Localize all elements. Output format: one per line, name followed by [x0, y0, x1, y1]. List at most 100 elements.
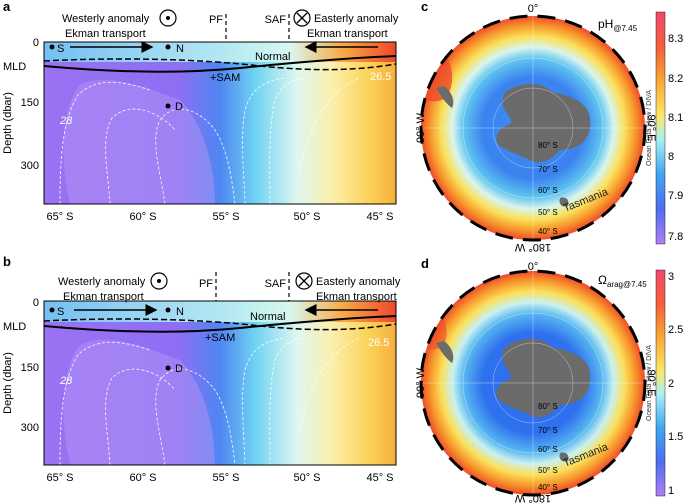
- out-of-page-dot: [157, 279, 161, 283]
- lat-labels: 80° S 70° S 60° S 50° S 40° S: [538, 141, 558, 236]
- antarctica: [496, 338, 591, 418]
- contour-265-label: 26.5: [368, 337, 389, 349]
- lon-label-right: 90° E: [645, 114, 657, 141]
- easterly-label: Easterly anomaly: [316, 276, 401, 288]
- cbar-tick: 8: [668, 151, 674, 163]
- lon-label-right: 90° E: [645, 369, 657, 396]
- purple-lobe: [63, 79, 215, 204]
- credit-label: Ocean Data View / DIVA: [646, 345, 653, 421]
- contour-28-label: 28: [59, 375, 73, 387]
- x-tick: 65° S: [46, 472, 73, 484]
- into-page-cross: [296, 12, 308, 24]
- into-page-cross: [298, 275, 310, 287]
- x-tick: 55° S: [212, 211, 239, 223]
- cbar-tick: 3: [668, 271, 674, 283]
- x-tick: 45° S: [366, 211, 393, 223]
- map-title-main: pH: [598, 17, 613, 31]
- x-tick: 55° S: [212, 472, 239, 484]
- x-tick: 50° S: [293, 211, 320, 223]
- tasmania-landmass: [559, 197, 569, 207]
- normal-label: Normal: [255, 51, 290, 63]
- section-field: [44, 301, 396, 465]
- mld-sam-line: [43, 315, 397, 333]
- lat-label: 40° S: [538, 483, 558, 492]
- y-axis-label: Depth (dbar): [2, 92, 14, 154]
- pf-label: PF: [199, 278, 213, 290]
- graticule: [421, 271, 645, 495]
- cbar-tick: 1: [668, 485, 674, 497]
- pf-label: PF: [209, 14, 223, 26]
- station-s-label: S: [57, 306, 64, 318]
- colorbar-ticks: 3 2.5 2 1.5 1: [668, 271, 683, 497]
- x-ticks: 65° S 60° S 55° S 50° S 45° S: [46, 211, 393, 223]
- y-ticks: 0 150 300: [21, 297, 39, 434]
- lat-label: 70° S: [538, 426, 558, 435]
- lat-label: 60° S: [538, 186, 558, 195]
- station-d: [165, 365, 171, 371]
- station-d-label: D: [175, 363, 183, 375]
- colorbar-ticks: 8.3 8.2 8.1 8 7.9 7.8: [668, 33, 683, 243]
- lon-label-left: 90° W: [415, 112, 427, 143]
- cbar-tick: 2.5: [668, 324, 683, 336]
- x-ticks: 65° S 60° S 55° S 50° S 45° S: [46, 472, 393, 484]
- panel-b: b PF SAF Westerly anomaly Easterly anoma…: [2, 254, 401, 484]
- lat-label: 80° S: [538, 402, 558, 411]
- station-d-label: D: [175, 101, 183, 113]
- mld-normal-line: [43, 58, 397, 71]
- x-tick: 45° S: [366, 472, 393, 484]
- cbar-tick: 7.8: [668, 231, 683, 243]
- lat-label: 40° S: [538, 227, 558, 236]
- station-n: [165, 307, 171, 313]
- colorbar: [655, 269, 666, 497]
- axes-frame: [43, 41, 397, 205]
- lon-label-top: 0°: [528, 3, 539, 15]
- cbar-tick: 8.2: [668, 73, 683, 85]
- x-tick: 60° S: [129, 472, 156, 484]
- station-s: [49, 44, 55, 50]
- lat-labels: 80° S 70° S 60° S 50° S 40° S: [538, 402, 558, 492]
- panel-letter: d: [421, 256, 429, 271]
- panel-a: a PF SAF Westerly anomaly Easterly anoma…: [2, 0, 399, 223]
- panel-d: d 0° 90° W 90° E 180° W 80° S 70° S 60° …: [415, 256, 683, 503]
- westerly-label: Westerly anomaly: [62, 13, 150, 25]
- south-america: [436, 341, 454, 363]
- purple-lobe: [63, 339, 215, 465]
- x-tick: 60° S: [129, 211, 156, 223]
- saf-label: SAF: [265, 278, 287, 290]
- station-n-label: N: [176, 306, 184, 318]
- lon-label-bottom: 180° W: [514, 241, 551, 253]
- map-title-main: Ω: [598, 273, 607, 287]
- panel-c: c 0° 90° W 90° E 180° W 80° S 70° S 60° …: [415, 0, 683, 253]
- contour-28-label: 28: [59, 115, 73, 127]
- lat-label: 50° S: [538, 466, 558, 475]
- out-of-page-dot: [166, 16, 170, 20]
- contour-265-label: 26.5: [370, 71, 391, 83]
- lat-label: 60° S: [538, 445, 558, 454]
- tasmania-landmass: [559, 452, 569, 462]
- isopycnals: [59, 337, 361, 466]
- y-axis-label: Depth (dbar): [2, 352, 14, 414]
- cbar-tick: 1.5: [668, 431, 683, 443]
- ekman-right-label: Ekman transport: [316, 291, 397, 303]
- lon-label-left: 90° W: [415, 367, 427, 398]
- mld-normal-line: [43, 318, 397, 331]
- map-border: [419, 269, 647, 497]
- sam-label: +SAM: [205, 332, 235, 344]
- axes-frame: [43, 300, 397, 466]
- y-tick: 300: [21, 422, 39, 434]
- y-tick: 0: [33, 37, 39, 49]
- map-title-sub: arag@7.45: [607, 280, 647, 289]
- sam-label: +SAM: [210, 72, 240, 84]
- y-ticks: 0 150 300: [21, 37, 39, 172]
- station-d: [165, 103, 171, 109]
- panel-letter: a: [3, 0, 11, 14]
- saf-label: SAF: [265, 14, 287, 26]
- y-tick: 150: [21, 97, 39, 109]
- normal-label: Normal: [250, 311, 285, 323]
- station-n-label: N: [176, 43, 184, 55]
- map-title-sub: @7.45: [613, 24, 637, 33]
- easterly-label: Easterly anomaly: [314, 13, 399, 25]
- mld-sam-line: [43, 55, 397, 73]
- colorbar: [655, 11, 666, 245]
